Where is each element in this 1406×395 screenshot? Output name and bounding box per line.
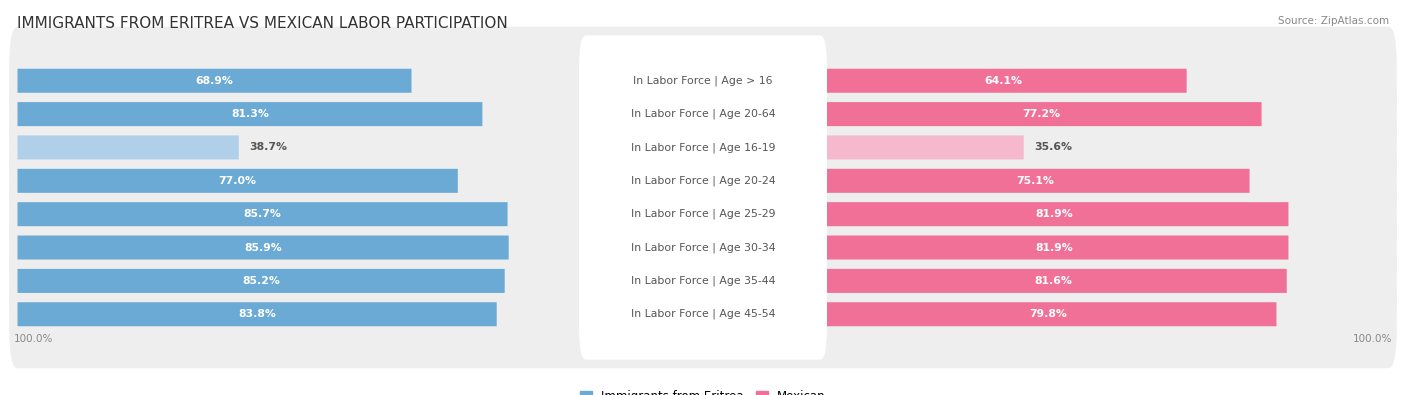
Text: 81.9%: 81.9% xyxy=(1035,209,1073,219)
Text: In Labor Force | Age 35-44: In Labor Force | Age 35-44 xyxy=(631,276,775,286)
Text: 81.6%: 81.6% xyxy=(1035,276,1073,286)
FancyBboxPatch shape xyxy=(17,302,496,326)
FancyBboxPatch shape xyxy=(579,202,827,293)
Legend: Immigrants from Eritrea, Mexican: Immigrants from Eritrea, Mexican xyxy=(575,385,831,395)
FancyBboxPatch shape xyxy=(10,127,1396,235)
FancyBboxPatch shape xyxy=(10,194,1396,301)
FancyBboxPatch shape xyxy=(10,94,1396,201)
Text: 100.0%: 100.0% xyxy=(1353,334,1392,344)
FancyBboxPatch shape xyxy=(17,235,509,260)
Text: In Labor Force | Age > 16: In Labor Force | Age > 16 xyxy=(633,75,773,86)
FancyBboxPatch shape xyxy=(820,69,1187,93)
FancyBboxPatch shape xyxy=(579,169,827,260)
FancyBboxPatch shape xyxy=(820,102,1261,126)
FancyBboxPatch shape xyxy=(579,69,827,160)
Text: 81.9%: 81.9% xyxy=(1035,243,1073,252)
Text: 35.6%: 35.6% xyxy=(1033,143,1071,152)
FancyBboxPatch shape xyxy=(820,269,1286,293)
FancyBboxPatch shape xyxy=(820,235,1288,260)
FancyBboxPatch shape xyxy=(17,135,239,160)
Text: In Labor Force | Age 30-34: In Labor Force | Age 30-34 xyxy=(631,242,775,253)
Text: 38.7%: 38.7% xyxy=(249,143,287,152)
Text: 83.8%: 83.8% xyxy=(238,309,276,319)
Text: Source: ZipAtlas.com: Source: ZipAtlas.com xyxy=(1278,16,1389,26)
Text: 85.7%: 85.7% xyxy=(243,209,281,219)
FancyBboxPatch shape xyxy=(820,169,1250,193)
FancyBboxPatch shape xyxy=(579,102,827,193)
Text: IMMIGRANTS FROM ERITREA VS MEXICAN LABOR PARTICIPATION: IMMIGRANTS FROM ERITREA VS MEXICAN LABOR… xyxy=(17,16,508,31)
FancyBboxPatch shape xyxy=(17,69,412,93)
FancyBboxPatch shape xyxy=(17,202,508,226)
FancyBboxPatch shape xyxy=(579,135,827,226)
FancyBboxPatch shape xyxy=(10,27,1396,135)
FancyBboxPatch shape xyxy=(17,102,482,126)
FancyBboxPatch shape xyxy=(820,302,1277,326)
Text: 68.9%: 68.9% xyxy=(195,76,233,86)
Text: In Labor Force | Age 16-19: In Labor Force | Age 16-19 xyxy=(631,142,775,153)
Text: In Labor Force | Age 25-29: In Labor Force | Age 25-29 xyxy=(631,209,775,220)
FancyBboxPatch shape xyxy=(820,135,1024,160)
FancyBboxPatch shape xyxy=(10,60,1396,168)
Text: 81.3%: 81.3% xyxy=(231,109,269,119)
Text: 79.8%: 79.8% xyxy=(1029,309,1067,319)
FancyBboxPatch shape xyxy=(17,169,458,193)
Text: 100.0%: 100.0% xyxy=(14,334,53,344)
FancyBboxPatch shape xyxy=(579,36,827,126)
Text: 77.2%: 77.2% xyxy=(1022,109,1060,119)
Text: In Labor Force | Age 20-24: In Labor Force | Age 20-24 xyxy=(631,175,775,186)
Text: 85.9%: 85.9% xyxy=(245,243,283,252)
FancyBboxPatch shape xyxy=(579,269,827,359)
FancyBboxPatch shape xyxy=(10,160,1396,268)
Text: 75.1%: 75.1% xyxy=(1017,176,1053,186)
FancyBboxPatch shape xyxy=(10,260,1396,368)
FancyBboxPatch shape xyxy=(10,227,1396,335)
FancyBboxPatch shape xyxy=(17,269,505,293)
Text: 64.1%: 64.1% xyxy=(984,76,1022,86)
FancyBboxPatch shape xyxy=(820,202,1288,226)
Text: 77.0%: 77.0% xyxy=(219,176,257,186)
Text: 85.2%: 85.2% xyxy=(242,276,280,286)
Text: In Labor Force | Age 45-54: In Labor Force | Age 45-54 xyxy=(631,309,775,320)
FancyBboxPatch shape xyxy=(579,235,827,326)
Text: In Labor Force | Age 20-64: In Labor Force | Age 20-64 xyxy=(631,109,775,119)
